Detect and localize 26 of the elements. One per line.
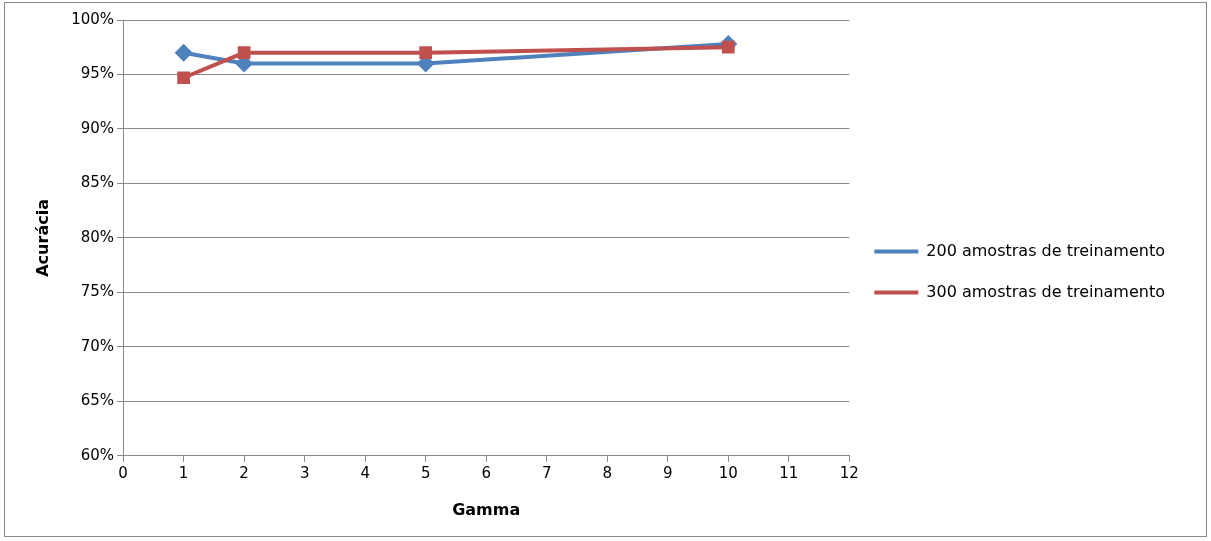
x-tick-label: 11 [779,463,799,482]
y-tick-label: 95% [80,64,115,83]
y-tick-label: 70% [80,336,115,355]
x-tick-label: 0 [118,463,128,482]
y-tick-label: 85% [80,173,115,192]
y-tick-label: 100% [71,9,115,28]
x-axis-title: Gamma [452,499,521,519]
x-tick-label: 3 [299,463,310,482]
y-axis-title: Acurácia [32,199,52,277]
legend-label: 300 amostras de treinamento [926,281,1165,301]
y-tick-label: 75% [80,282,115,301]
x-tick-label: 10 [718,463,738,482]
y-tick-label: 65% [80,391,115,410]
x-tick-label: 12 [839,463,859,482]
legend-label: 200 amostras de treinamento [926,240,1165,260]
x-tick-label: 7 [541,463,552,482]
x-tick-label: 2 [239,463,249,482]
y-tick-label: 90% [80,118,115,137]
x-tick-label: 8 [602,463,613,482]
x-tick-label: 1 [178,463,189,482]
x-tick-label: 9 [662,463,673,482]
x-tick-label: 4 [360,463,370,482]
y-tick-label: 60% [80,445,115,464]
x-tick-label: 5 [420,463,431,482]
x-tick-label: 6 [481,463,491,482]
y-tick-label: 80% [80,227,115,246]
